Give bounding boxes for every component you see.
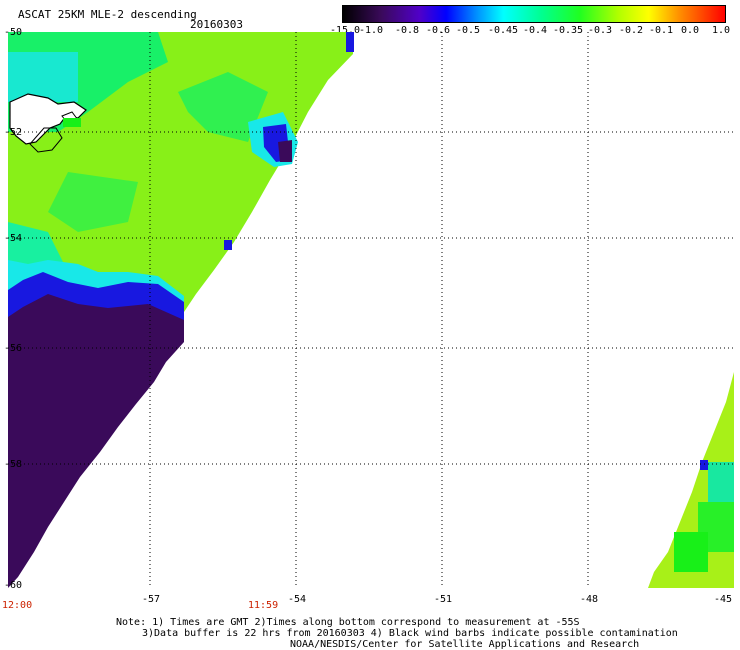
colorbar [342, 5, 726, 23]
lon-label: -48 [580, 594, 598, 605]
lon-label: -57 [142, 594, 160, 605]
lat-label: -56 [4, 343, 22, 354]
lat-label: -50 [4, 27, 22, 38]
map-date: 20160303 [190, 19, 243, 30]
time-label: 12:00 [2, 600, 32, 611]
swath-right [648, 372, 734, 588]
lat-label: -58 [4, 459, 22, 470]
colorbar-gradient [343, 6, 725, 22]
note-line-3: NOAA/NESDIS/Center for Satellite Applica… [290, 639, 639, 650]
note-line-1: Note: 1) Times are GMT 2)Times along bot… [116, 617, 580, 628]
lat-label: -52 [4, 127, 22, 138]
lon-label: -45 [714, 594, 732, 605]
note-line-2: 3)Data buffer is 22 hrs from 20160303 4)… [142, 628, 678, 639]
lat-label: -54 [4, 233, 22, 244]
map-title: ASCAT 25KM MLE-2 descending [18, 9, 197, 20]
lon-label: -51 [434, 594, 452, 605]
map-plot [8, 32, 734, 588]
lon-label: -54 [288, 594, 306, 605]
time-label: 11:59 [248, 600, 278, 611]
lat-label: -60 [4, 580, 22, 591]
